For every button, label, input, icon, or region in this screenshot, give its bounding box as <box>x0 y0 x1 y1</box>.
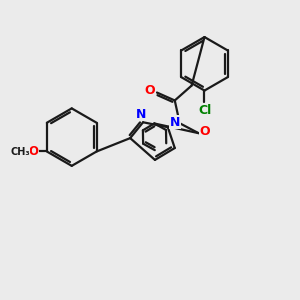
Text: O: O <box>28 145 38 158</box>
Text: O: O <box>145 84 155 97</box>
Text: Cl: Cl <box>199 104 212 117</box>
Text: N: N <box>136 108 146 121</box>
Text: N: N <box>169 116 180 129</box>
Text: CH₃: CH₃ <box>10 148 30 158</box>
Text: O: O <box>199 125 210 138</box>
